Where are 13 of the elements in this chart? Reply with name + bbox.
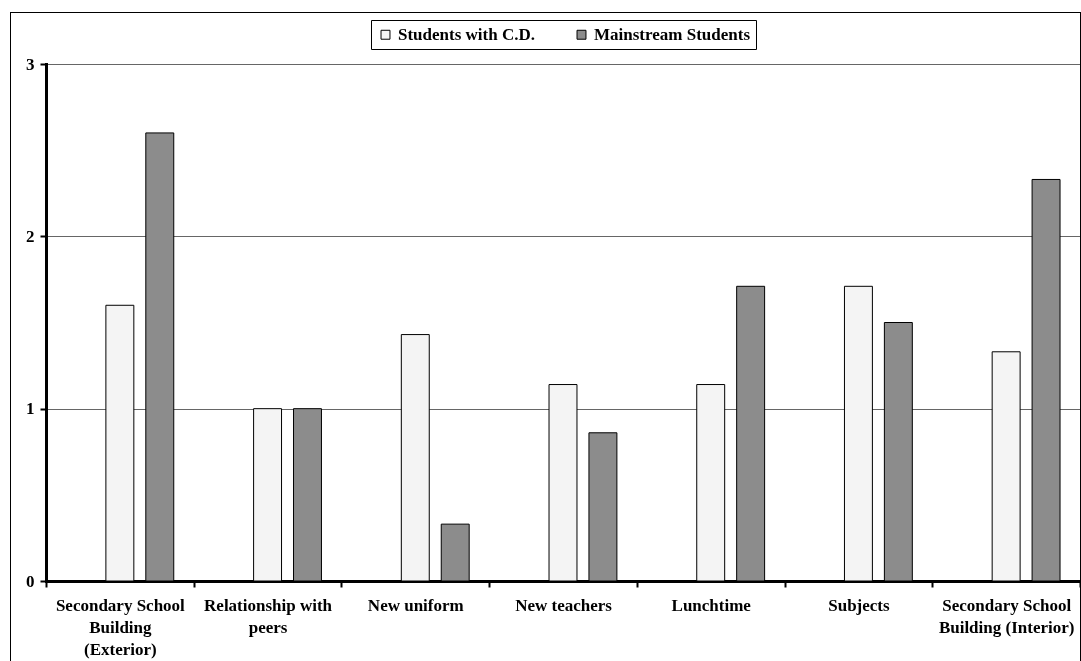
y-tick-label: 1: [26, 399, 35, 419]
legend-label: Students with C.D.: [398, 24, 535, 44]
y-tick-label: 0: [26, 571, 35, 591]
x-tick-label: Relationship with peers: [204, 595, 333, 637]
x-tick-label: Subjects: [828, 595, 890, 615]
y-tick-label: 2: [26, 226, 35, 246]
x-tick-label: Secondary School Building (Exterior): [55, 595, 186, 659]
x-tick-label: Secondary School Building (Interior): [938, 595, 1075, 637]
y-tick-label: 3: [26, 54, 35, 74]
x-tick-label: Lunchtime: [671, 595, 752, 615]
x-tick-label: New teachers: [515, 595, 613, 615]
x-tick-label: New uniform: [367, 595, 464, 615]
legend-label: Mainstream Students: [594, 24, 751, 44]
